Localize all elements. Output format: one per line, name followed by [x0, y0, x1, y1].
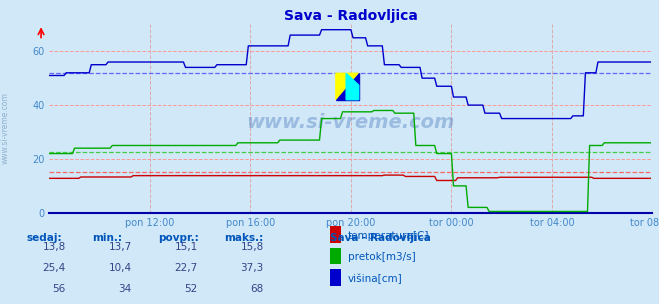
Text: povpr.:: povpr.: [158, 233, 199, 243]
Text: 34: 34 [119, 284, 132, 294]
Text: www.si-vreme.com: www.si-vreme.com [1, 92, 10, 164]
Text: 10,4: 10,4 [109, 263, 132, 273]
Polygon shape [336, 73, 358, 100]
Text: 22,7: 22,7 [175, 263, 198, 273]
Text: Sava - Radovljica: Sava - Radovljica [330, 233, 430, 243]
Text: maks.:: maks.: [224, 233, 264, 243]
Text: 13,7: 13,7 [109, 242, 132, 252]
Text: 15,1: 15,1 [175, 242, 198, 252]
Text: www.si-vreme.com: www.si-vreme.com [246, 113, 455, 132]
Text: 15,8: 15,8 [241, 242, 264, 252]
Polygon shape [346, 73, 358, 100]
Text: sedaj:: sedaj: [26, 233, 62, 243]
Text: temperatura[C]: temperatura[C] [348, 231, 430, 241]
Title: Sava - Radovljica: Sava - Radovljica [284, 9, 418, 23]
Text: 13,8: 13,8 [43, 242, 66, 252]
Text: 37,3: 37,3 [241, 263, 264, 273]
Text: 56: 56 [53, 284, 66, 294]
Text: pretok[m3/s]: pretok[m3/s] [348, 253, 416, 262]
Text: 68: 68 [250, 284, 264, 294]
Text: višina[cm]: višina[cm] [348, 274, 403, 284]
Polygon shape [336, 73, 358, 100]
Text: min.:: min.: [92, 233, 123, 243]
Text: 25,4: 25,4 [43, 263, 66, 273]
Text: 52: 52 [185, 284, 198, 294]
